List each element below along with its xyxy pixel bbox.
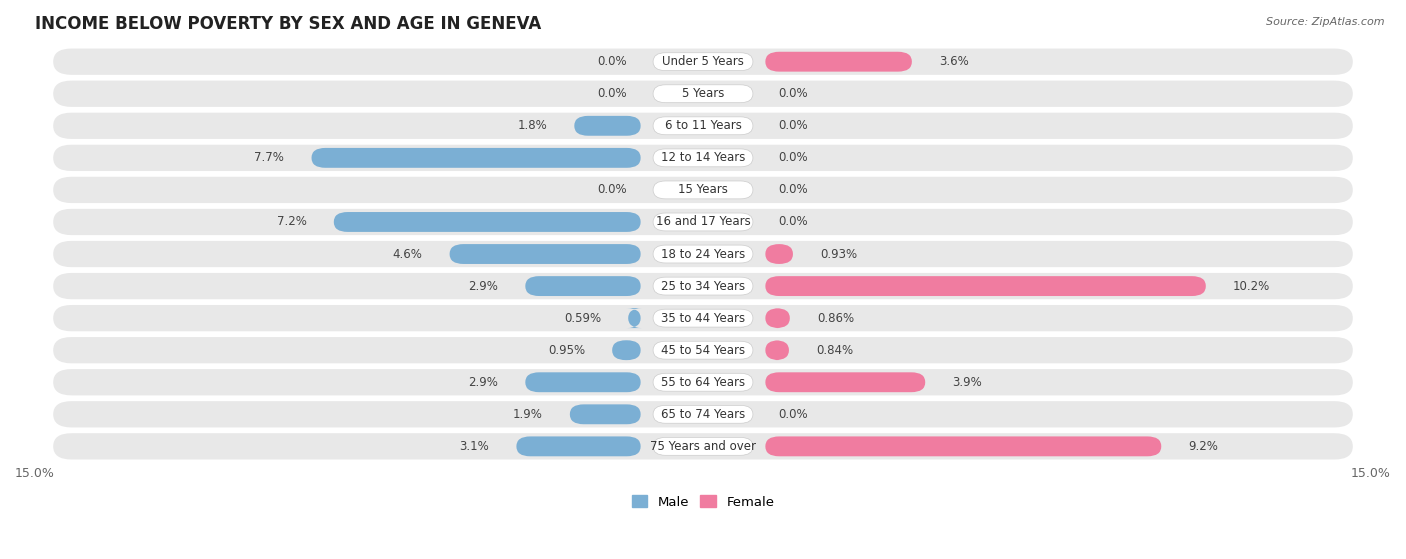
FancyBboxPatch shape <box>652 85 754 103</box>
FancyBboxPatch shape <box>333 212 641 232</box>
FancyBboxPatch shape <box>652 437 754 455</box>
FancyBboxPatch shape <box>574 116 641 136</box>
Text: Source: ZipAtlas.com: Source: ZipAtlas.com <box>1267 17 1385 27</box>
Text: 35 to 44 Years: 35 to 44 Years <box>661 311 745 325</box>
Text: 7.2%: 7.2% <box>277 215 307 229</box>
Text: Under 5 Years: Under 5 Years <box>662 55 744 68</box>
Text: 0.95%: 0.95% <box>548 344 585 357</box>
Text: 1.8%: 1.8% <box>517 119 547 132</box>
FancyBboxPatch shape <box>765 340 789 360</box>
Legend: Male, Female: Male, Female <box>626 490 780 514</box>
FancyBboxPatch shape <box>516 437 641 456</box>
Text: 65 to 74 Years: 65 to 74 Years <box>661 408 745 421</box>
FancyBboxPatch shape <box>312 148 641 168</box>
Text: 10.2%: 10.2% <box>1233 280 1270 292</box>
Text: 0.0%: 0.0% <box>598 55 627 68</box>
FancyBboxPatch shape <box>652 181 754 199</box>
Text: 0.0%: 0.0% <box>779 215 808 229</box>
FancyBboxPatch shape <box>765 308 790 328</box>
FancyBboxPatch shape <box>53 177 1353 203</box>
Text: 4.6%: 4.6% <box>392 248 422 260</box>
FancyBboxPatch shape <box>569 404 641 424</box>
FancyBboxPatch shape <box>612 340 641 360</box>
Text: 0.0%: 0.0% <box>779 87 808 100</box>
FancyBboxPatch shape <box>652 309 754 327</box>
Text: 9.2%: 9.2% <box>1188 440 1219 453</box>
Text: 0.0%: 0.0% <box>779 183 808 196</box>
FancyBboxPatch shape <box>53 305 1353 331</box>
Text: 15 Years: 15 Years <box>678 183 728 196</box>
FancyBboxPatch shape <box>652 117 754 135</box>
Text: 3.1%: 3.1% <box>460 440 489 453</box>
FancyBboxPatch shape <box>526 372 641 392</box>
FancyBboxPatch shape <box>53 49 1353 75</box>
FancyBboxPatch shape <box>652 53 754 70</box>
FancyBboxPatch shape <box>652 405 754 423</box>
FancyBboxPatch shape <box>53 273 1353 299</box>
Text: 2.9%: 2.9% <box>468 280 498 292</box>
FancyBboxPatch shape <box>53 241 1353 267</box>
Text: 0.0%: 0.0% <box>598 183 627 196</box>
FancyBboxPatch shape <box>652 277 754 295</box>
FancyBboxPatch shape <box>53 145 1353 171</box>
Text: 18 to 24 Years: 18 to 24 Years <box>661 248 745 260</box>
Text: 6 to 11 Years: 6 to 11 Years <box>665 119 741 132</box>
FancyBboxPatch shape <box>53 337 1353 363</box>
Text: 45 to 54 Years: 45 to 54 Years <box>661 344 745 357</box>
Text: 12 to 14 Years: 12 to 14 Years <box>661 151 745 164</box>
Text: 0.93%: 0.93% <box>820 248 858 260</box>
FancyBboxPatch shape <box>53 401 1353 428</box>
FancyBboxPatch shape <box>765 372 925 392</box>
Text: 5 Years: 5 Years <box>682 87 724 100</box>
Text: INCOME BELOW POVERTY BY SEX AND AGE IN GENEVA: INCOME BELOW POVERTY BY SEX AND AGE IN G… <box>35 15 541 33</box>
Text: 16 and 17 Years: 16 and 17 Years <box>655 215 751 229</box>
FancyBboxPatch shape <box>652 341 754 359</box>
Text: 25 to 34 Years: 25 to 34 Years <box>661 280 745 292</box>
Text: 0.0%: 0.0% <box>779 119 808 132</box>
Text: 0.0%: 0.0% <box>779 151 808 164</box>
FancyBboxPatch shape <box>765 52 912 72</box>
Text: 0.0%: 0.0% <box>779 408 808 421</box>
FancyBboxPatch shape <box>53 80 1353 107</box>
FancyBboxPatch shape <box>652 245 754 263</box>
Text: 75 Years and over: 75 Years and over <box>650 440 756 453</box>
FancyBboxPatch shape <box>652 149 754 167</box>
Text: 0.0%: 0.0% <box>598 87 627 100</box>
Text: 3.6%: 3.6% <box>939 55 969 68</box>
FancyBboxPatch shape <box>450 244 641 264</box>
FancyBboxPatch shape <box>53 433 1353 459</box>
Text: 1.9%: 1.9% <box>513 408 543 421</box>
FancyBboxPatch shape <box>53 369 1353 395</box>
Text: 55 to 64 Years: 55 to 64 Years <box>661 376 745 389</box>
FancyBboxPatch shape <box>627 308 643 328</box>
Text: 2.9%: 2.9% <box>468 376 498 389</box>
Text: 0.59%: 0.59% <box>564 311 600 325</box>
Text: 0.86%: 0.86% <box>817 311 853 325</box>
FancyBboxPatch shape <box>652 213 754 231</box>
FancyBboxPatch shape <box>53 209 1353 235</box>
FancyBboxPatch shape <box>53 113 1353 139</box>
FancyBboxPatch shape <box>765 437 1161 456</box>
Text: 3.9%: 3.9% <box>952 376 983 389</box>
Text: 0.84%: 0.84% <box>815 344 853 357</box>
FancyBboxPatch shape <box>652 373 754 391</box>
FancyBboxPatch shape <box>765 276 1206 296</box>
FancyBboxPatch shape <box>526 276 641 296</box>
Text: 7.7%: 7.7% <box>254 151 284 164</box>
FancyBboxPatch shape <box>765 244 793 264</box>
